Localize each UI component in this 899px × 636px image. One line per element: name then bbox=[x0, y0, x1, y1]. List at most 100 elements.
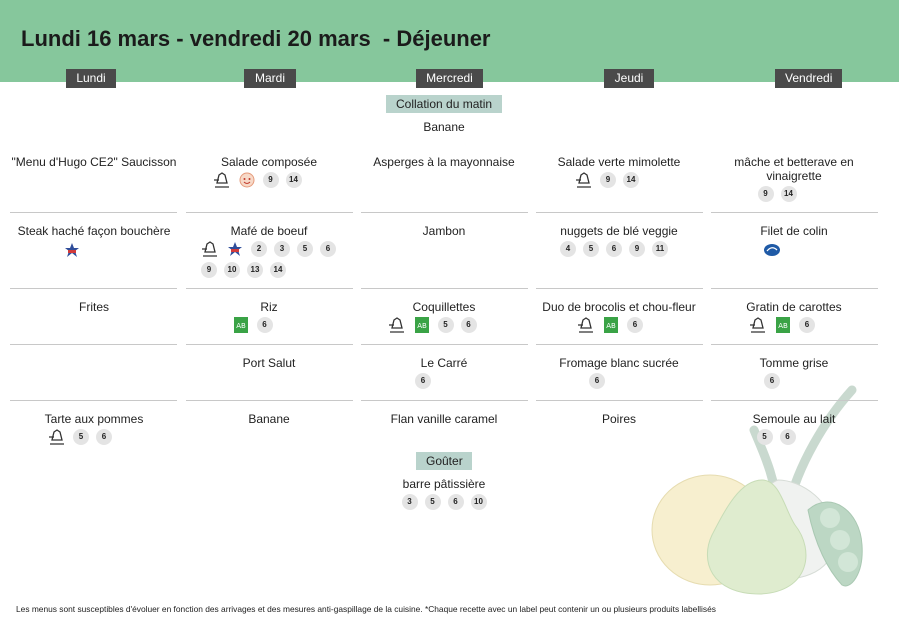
separator bbox=[536, 400, 703, 401]
allergen-badge: 5 bbox=[424, 494, 441, 510]
allergen-badge: 5 bbox=[583, 241, 599, 257]
organic-ab-icon: AB bbox=[414, 317, 429, 333]
mardi-garniture: Riz bbox=[260, 300, 278, 314]
separator bbox=[711, 212, 878, 213]
fruit-illustration bbox=[651, 385, 863, 595]
day-label-vendredi: Vendredi bbox=[775, 69, 842, 88]
gouter-item: barre pâtissière bbox=[402, 477, 486, 491]
allergen-badge: 4 bbox=[560, 241, 576, 257]
gouter-label: Goûter bbox=[416, 452, 472, 470]
jeudi-fromage-tags: 6 bbox=[513, 373, 681, 389]
allergen-badge: 6 bbox=[96, 429, 112, 445]
vendredi-garniture: Gratin de carottes bbox=[746, 300, 842, 314]
separator bbox=[711, 344, 878, 345]
svg-text:AB: AB bbox=[236, 322, 246, 330]
vendredi-plat: Filet de colin bbox=[760, 224, 828, 238]
mercredi-entree: Asperges à la mayonnaise bbox=[373, 155, 515, 169]
organic-ab-icon: AB bbox=[604, 317, 618, 333]
jeudi-plat-tags: 4 5 6 9 11 bbox=[530, 241, 698, 257]
homemade-chef-icon bbox=[49, 429, 64, 445]
allergen-badge: 6 bbox=[589, 373, 605, 389]
page-header bbox=[0, 0, 899, 82]
allergen-badge: 6 bbox=[447, 494, 464, 510]
vendredi-dessert-tags: 5 6 bbox=[692, 429, 860, 445]
allergen-badge: 5 bbox=[756, 429, 773, 445]
separator bbox=[711, 400, 878, 401]
allergen-badge: 6 bbox=[606, 241, 622, 257]
svg-text:AB: AB bbox=[417, 322, 427, 330]
allergen-badge: 14 bbox=[285, 172, 302, 188]
allergen-badge: 3 bbox=[274, 241, 290, 257]
mardi-dessert: Banane bbox=[248, 412, 290, 426]
jeudi-fromage: Fromage blanc sucrée bbox=[559, 356, 679, 370]
allergen-badge: 3 bbox=[401, 494, 418, 510]
separator bbox=[10, 288, 177, 289]
jeudi-entree-tags: 9 14 bbox=[523, 172, 691, 188]
separator bbox=[361, 344, 528, 345]
organic-ab-icon: AB bbox=[776, 317, 790, 333]
separator bbox=[10, 400, 177, 401]
collation-item: Banane bbox=[423, 120, 465, 134]
lundi-entree: "Menu d'Hugo CE2" Saucisson bbox=[11, 155, 177, 169]
allergen-badge: 6 bbox=[320, 241, 336, 257]
allergen-badge: 6 bbox=[256, 317, 273, 333]
vendredi-dessert: Semoule au lait bbox=[752, 412, 836, 426]
allergen-badge: 5 bbox=[437, 317, 454, 333]
mercredi-fromage-tags: 6 bbox=[339, 373, 507, 389]
separator bbox=[10, 212, 177, 213]
mardi-plat-tags: 2 3 5 6 9 10 13 14 bbox=[185, 241, 353, 278]
allergen-badge: 6 bbox=[627, 317, 643, 333]
mercredi-dessert: Flan vanille caramel bbox=[390, 412, 498, 426]
mercredi-garniture-tags: AB 5 6 bbox=[348, 317, 516, 333]
mercredi-garniture: Coquillettes bbox=[412, 300, 476, 314]
separator bbox=[361, 400, 528, 401]
separator bbox=[186, 288, 353, 289]
mardi-entree-tags: 9 14 bbox=[173, 172, 341, 188]
separator bbox=[186, 400, 353, 401]
mardi-entree: Salade composée bbox=[220, 155, 318, 169]
mercredi-plat: Jambon bbox=[422, 224, 466, 238]
mercredi-fromage: Le Carré bbox=[420, 356, 468, 370]
allergen-badge: 6 bbox=[799, 317, 815, 333]
homemade-chef-icon bbox=[213, 172, 229, 188]
allergen-badge: 14 bbox=[623, 172, 639, 188]
mardi-plat: Mafé de boeuf bbox=[230, 224, 308, 238]
separator bbox=[10, 344, 177, 345]
separator bbox=[361, 288, 528, 289]
mardi-fromage: Port Salut bbox=[242, 356, 296, 370]
jeudi-entree: Salade verte mimolette bbox=[557, 155, 681, 169]
vendredi-garniture-tags: AB 6 bbox=[698, 317, 866, 333]
day-label-mardi: Mardi bbox=[244, 69, 296, 88]
lundi-garniture: Frites bbox=[79, 300, 109, 314]
allergen-badge: 9 bbox=[600, 172, 616, 188]
separator bbox=[711, 288, 878, 289]
homemade-chef-icon bbox=[750, 317, 765, 333]
msc-fish-label-icon bbox=[764, 244, 780, 256]
separator bbox=[536, 212, 703, 213]
lundi-plat: Steak haché façon bouchère bbox=[17, 224, 171, 238]
jeudi-plat: nuggets de blé veggie bbox=[560, 224, 678, 238]
separator bbox=[536, 344, 703, 345]
separator bbox=[536, 288, 703, 289]
homemade-chef-icon bbox=[202, 241, 217, 257]
page-title: Lundi 16 mars - vendredi 20 mars - Déjeu… bbox=[21, 26, 491, 51]
separator bbox=[186, 212, 353, 213]
allergen-badge: 5 bbox=[297, 241, 313, 257]
homemade-chef-icon bbox=[576, 172, 591, 188]
french-meat-label-icon bbox=[65, 243, 79, 257]
jeudi-garniture-tags: AB 6 bbox=[526, 317, 694, 333]
allergen-badge: 11 bbox=[652, 241, 668, 257]
allergen-badge: 10 bbox=[224, 262, 240, 278]
allergen-badge: 9 bbox=[201, 262, 217, 278]
svg-text:AB: AB bbox=[778, 322, 788, 330]
svg-text:AB: AB bbox=[606, 322, 616, 330]
allergen-badge: 9 bbox=[262, 172, 279, 188]
day-label-lundi: Lundi bbox=[66, 69, 116, 88]
gouter-tags: 3 5 6 10 bbox=[360, 494, 528, 510]
lundi-plat-tags bbox=[0, 242, 156, 258]
allergen-badge: 6 bbox=[764, 373, 780, 389]
allergen-badge: 9 bbox=[757, 186, 774, 202]
homemade-chef-icon bbox=[388, 317, 404, 333]
allergen-badge: 9 bbox=[629, 241, 645, 257]
organic-ab-icon: AB bbox=[233, 317, 248, 333]
